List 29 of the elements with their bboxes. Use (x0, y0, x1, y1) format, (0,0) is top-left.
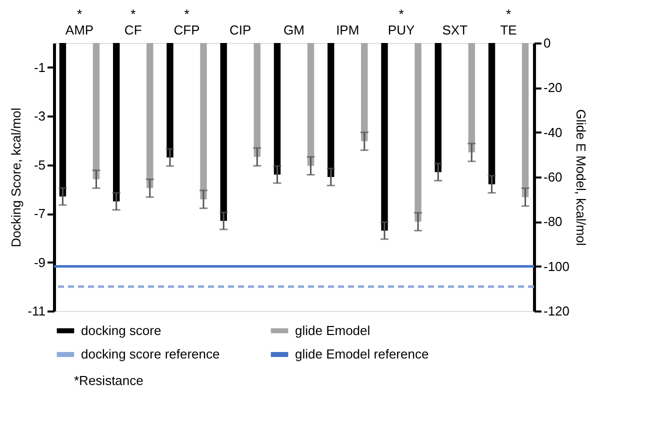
legend-label: docking score (81, 322, 162, 338)
y2-tick-label: 0 (544, 36, 551, 50)
y-tick-label: -3 (34, 108, 46, 124)
y2-axis-title: Glide E Model, kcal/mol (574, 109, 589, 246)
x-tick-label: * CFP (174, 6, 200, 38)
x-tick-label: * AMP (65, 6, 94, 38)
y2-tick-label: -40 (544, 124, 562, 140)
y2-tick-label: -120 (544, 304, 570, 318)
x-tick-label: GM (284, 22, 304, 38)
x-tick-label: IPM (336, 22, 360, 38)
y2-tick-label: -20 (544, 80, 562, 96)
y-axis-title: Docking Score, kcal/mol (8, 108, 24, 248)
y-tick-label: -5 (34, 157, 46, 172)
y-tick-label: -9 (34, 254, 46, 270)
x-tick-label: SXT (442, 22, 468, 38)
y-tick-label: -11 (28, 304, 46, 318)
y2-tick-label: -80 (544, 214, 562, 230)
legend-label: docking score reference (81, 346, 220, 362)
y-tick-label: -1 (34, 60, 46, 75)
legend-label: glide Emodel reference (295, 346, 429, 362)
x-tick-label: * CF (124, 6, 142, 38)
text: *Resistance (74, 373, 144, 388)
x-tick-label: CIP (230, 22, 252, 38)
y-tick-label: -7 (34, 206, 46, 222)
y2-tick-label: -100 (544, 258, 570, 274)
legend-label: glide Emodel (295, 322, 370, 338)
y2-tick-label: -60 (544, 170, 562, 184)
x-tick-label: * TE (500, 6, 518, 38)
x-tick-label: * PUY (388, 6, 415, 38)
